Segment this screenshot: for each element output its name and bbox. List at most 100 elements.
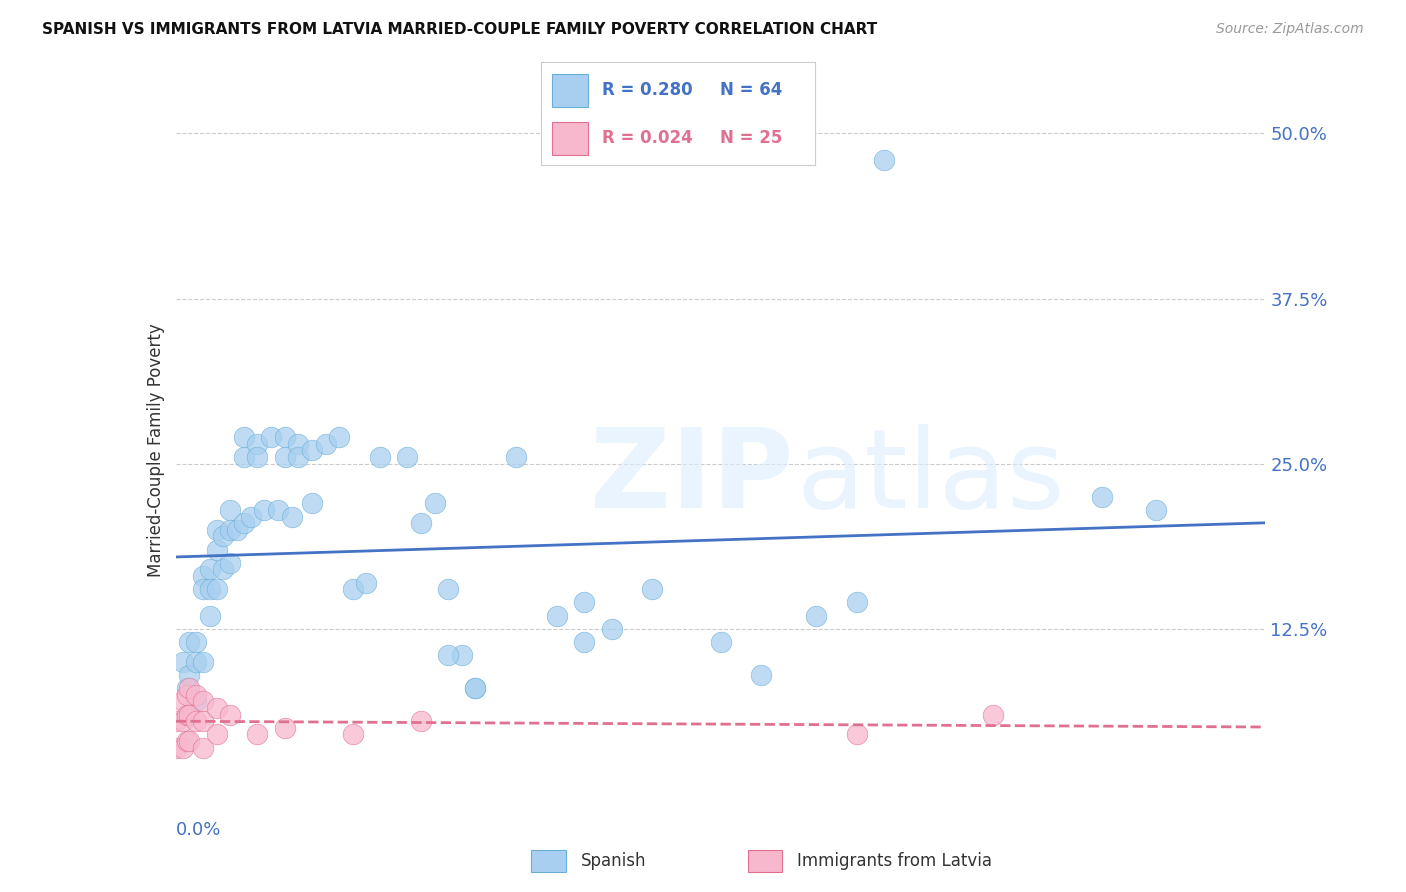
Text: Source: ZipAtlas.com: Source: ZipAtlas.com <box>1216 22 1364 37</box>
Point <box>246 450 269 464</box>
Point <box>219 523 242 537</box>
Point <box>574 635 596 649</box>
Point <box>198 608 221 623</box>
Point <box>212 529 235 543</box>
Point <box>574 595 596 609</box>
Point <box>253 503 276 517</box>
Point <box>409 516 432 530</box>
Point <box>287 450 309 464</box>
Text: 0.0%: 0.0% <box>176 822 221 839</box>
Point <box>368 450 391 464</box>
Text: SPANISH VS IMMIGRANTS FROM LATVIA MARRIED-COUPLE FAMILY POVERTY CORRELATION CHAR: SPANISH VS IMMIGRANTS FROM LATVIA MARRIE… <box>42 22 877 37</box>
Point <box>232 516 254 530</box>
Point <box>246 727 269 741</box>
Point <box>239 509 262 524</box>
Point <box>219 503 242 517</box>
Point <box>301 443 323 458</box>
Point <box>267 503 290 517</box>
Point <box>219 556 242 570</box>
Text: R = 0.280: R = 0.280 <box>602 81 692 99</box>
FancyBboxPatch shape <box>553 122 588 155</box>
Point <box>423 496 446 510</box>
Point <box>198 562 221 576</box>
Point <box>198 582 221 596</box>
Point <box>186 635 208 649</box>
Point <box>845 727 868 741</box>
Point <box>396 450 419 464</box>
Point <box>205 542 228 557</box>
Point <box>191 740 214 755</box>
Text: atlas: atlas <box>797 425 1066 532</box>
Point <box>274 450 297 464</box>
Point <box>212 562 235 576</box>
Point <box>409 714 432 729</box>
Point <box>176 734 198 748</box>
Point <box>165 714 187 729</box>
Point <box>315 437 337 451</box>
Point <box>172 740 194 755</box>
Point <box>845 595 868 609</box>
FancyBboxPatch shape <box>748 849 782 872</box>
Point <box>172 655 194 669</box>
Point <box>191 655 214 669</box>
Point <box>179 734 201 748</box>
Point <box>274 721 297 735</box>
Point <box>232 430 254 444</box>
Point <box>176 707 198 722</box>
Text: N = 25: N = 25 <box>720 129 782 147</box>
Point <box>505 450 527 464</box>
Point <box>191 714 214 729</box>
Point <box>260 430 283 444</box>
Text: N = 64: N = 64 <box>720 81 782 99</box>
Point <box>191 694 214 708</box>
Point <box>274 430 297 444</box>
Point <box>464 681 486 696</box>
Text: R = 0.024: R = 0.024 <box>602 129 692 147</box>
Point <box>641 582 664 596</box>
Point <box>219 707 242 722</box>
Point <box>172 714 194 729</box>
Point <box>191 582 214 596</box>
Point <box>176 688 198 702</box>
FancyBboxPatch shape <box>531 849 565 872</box>
Point <box>342 727 364 741</box>
Point <box>301 496 323 510</box>
Point <box>804 608 827 623</box>
Point <box>546 608 568 623</box>
Point <box>165 740 187 755</box>
Point <box>176 681 198 696</box>
Point <box>205 582 228 596</box>
Point <box>981 707 1004 722</box>
Point <box>342 582 364 596</box>
Point <box>280 509 302 524</box>
Point <box>600 622 623 636</box>
Text: Spanish: Spanish <box>581 852 647 870</box>
Point <box>179 635 201 649</box>
Point <box>179 668 201 682</box>
FancyBboxPatch shape <box>553 74 588 106</box>
Point <box>710 635 733 649</box>
Point <box>186 655 208 669</box>
Point <box>1144 503 1167 517</box>
Point <box>437 648 460 663</box>
Text: Immigrants from Latvia: Immigrants from Latvia <box>797 852 993 870</box>
Point <box>246 437 269 451</box>
Point <box>179 707 201 722</box>
Point <box>205 727 228 741</box>
Y-axis label: Married-Couple Family Poverty: Married-Couple Family Poverty <box>146 324 165 577</box>
Point <box>873 153 896 167</box>
Point <box>172 694 194 708</box>
Point <box>287 437 309 451</box>
Point <box>328 430 350 444</box>
Point <box>232 450 254 464</box>
Point <box>186 714 208 729</box>
Point <box>186 688 208 702</box>
Point <box>205 523 228 537</box>
Point <box>751 668 773 682</box>
Text: ZIP: ZIP <box>591 425 793 532</box>
Point <box>356 575 378 590</box>
Point <box>437 582 460 596</box>
Point <box>186 694 208 708</box>
Point <box>464 681 486 696</box>
Point <box>226 523 249 537</box>
